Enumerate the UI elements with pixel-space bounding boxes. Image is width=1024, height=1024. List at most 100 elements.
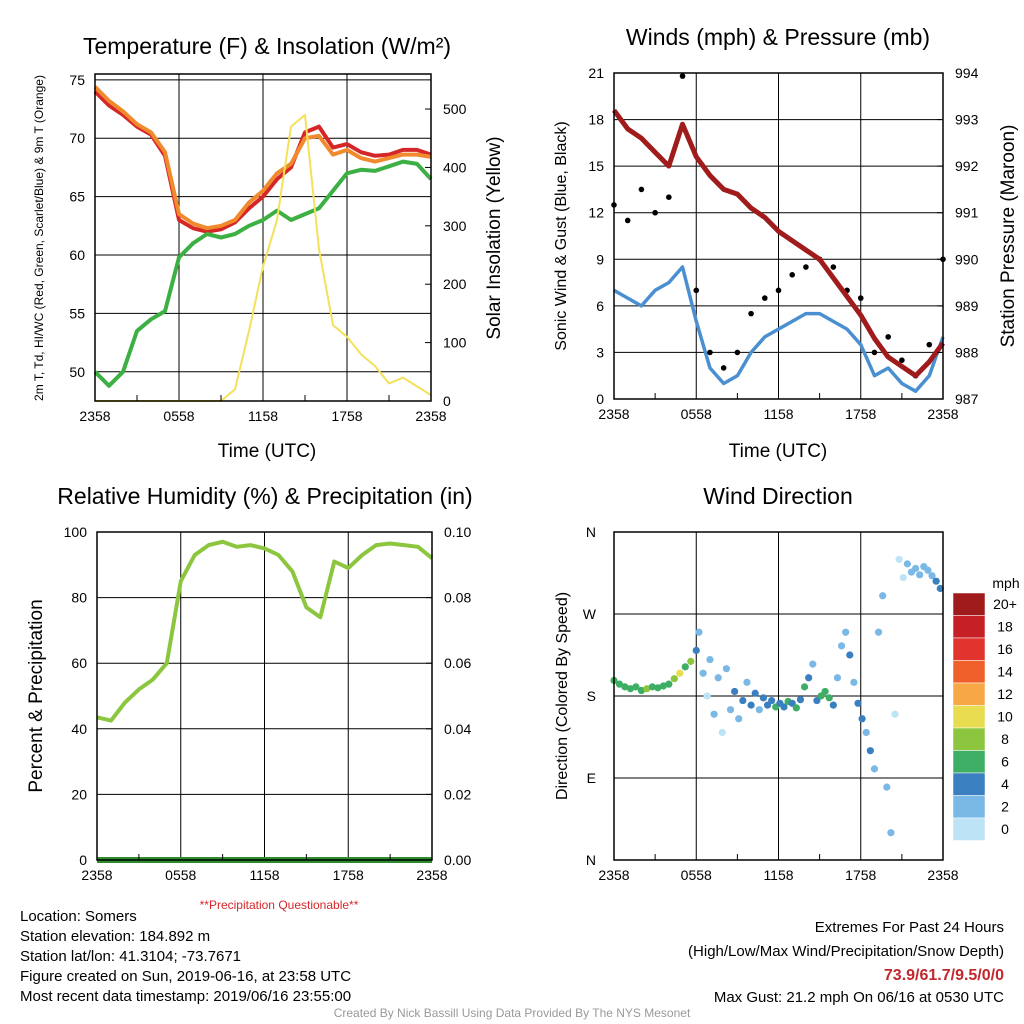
gust-point bbox=[926, 341, 933, 348]
gust-point bbox=[624, 217, 631, 224]
y-tick-label: 6 bbox=[596, 298, 604, 314]
direction-point bbox=[850, 678, 858, 686]
latlon-line: Station lat/lon: 41.3104; -73.7671 bbox=[20, 948, 242, 965]
orange-series-line bbox=[93, 85, 432, 231]
x-tick-label: 2358 bbox=[79, 408, 110, 424]
colorbar-label: 10 bbox=[997, 709, 1013, 725]
temperature-ticks: 2358 0558 1158 1758 2358 50 55 60 65 70 75 0 100 200 3… bbox=[69, 72, 466, 424]
y2-tick-label: 0.04 bbox=[444, 721, 471, 737]
gust-point bbox=[830, 264, 837, 270]
y2-tick-label: 988 bbox=[955, 344, 979, 360]
humidity-ylabel: Percent & Precipitation bbox=[26, 599, 47, 792]
wind-direction-ylabel: Direction (Colored By Speed) bbox=[554, 592, 571, 800]
colorbar-swatch bbox=[952, 637, 986, 661]
gust-point bbox=[666, 194, 672, 200]
max-gust-line: Max Gust: 21.2 mph On 06/16 at 0530 UTC bbox=[713, 989, 1004, 1006]
y-tick-label: 9 bbox=[596, 251, 604, 267]
direction-point bbox=[887, 829, 895, 837]
direction-point bbox=[792, 704, 800, 712]
direction-point bbox=[825, 694, 833, 702]
colorbar-title: mph bbox=[992, 575, 1019, 591]
precipitation-questionable-note: **Precipitation Questionable** bbox=[200, 898, 359, 912]
gust-point bbox=[693, 287, 700, 294]
x-tick-label: 2358 bbox=[415, 408, 446, 424]
direction-point bbox=[681, 663, 689, 671]
y-tick-label: 75 bbox=[69, 72, 85, 88]
x-tick-label: 0558 bbox=[163, 408, 194, 424]
gust-point bbox=[775, 287, 782, 294]
direction-point bbox=[903, 560, 911, 568]
gust-point bbox=[652, 209, 658, 216]
location-line: Location: Somers bbox=[20, 908, 137, 925]
direction-point bbox=[883, 783, 891, 791]
direction-point bbox=[829, 701, 837, 709]
winds-ylabel-right: Station Pressure (Maroon) bbox=[998, 125, 1019, 348]
y2-tick-label: 992 bbox=[955, 158, 979, 174]
x-tick-label: 2358 bbox=[927, 406, 958, 422]
temperature-frame bbox=[94, 73, 432, 402]
gust-point bbox=[679, 73, 686, 79]
x-tick-label: 2358 bbox=[598, 867, 629, 883]
y-tick-label: S bbox=[587, 688, 596, 704]
x-tick-label: 1158 bbox=[763, 867, 793, 883]
direction-point bbox=[699, 669, 707, 677]
humidity-grid bbox=[97, 531, 432, 861]
colorbar-label: 0 bbox=[1001, 821, 1009, 837]
x-tick-label: 2358 bbox=[416, 867, 447, 883]
direction-point bbox=[687, 657, 695, 665]
direction-point bbox=[692, 646, 700, 655]
colorbar-label: 8 bbox=[1001, 731, 1009, 747]
wind-direction-frame bbox=[613, 531, 944, 861]
y2-tick-label: 200 bbox=[443, 276, 467, 292]
created-line: Figure created on Sun, 2019-06-16, at 23… bbox=[20, 968, 352, 985]
direction-point bbox=[670, 675, 678, 683]
green-series-line bbox=[93, 159, 433, 388]
winds-ticks: 2358 0558 1158 1758 235803691215182198798898… bbox=[588, 65, 978, 422]
direction-point bbox=[895, 555, 903, 563]
y-tick-label: 20 bbox=[71, 786, 87, 802]
gust-point bbox=[899, 357, 905, 363]
y-tick-label: N bbox=[586, 852, 596, 868]
direction-point bbox=[637, 686, 646, 695]
y-tick-label: 80 bbox=[71, 590, 87, 606]
direction-point bbox=[714, 674, 722, 682]
direction-point bbox=[821, 687, 829, 696]
y-tick-label: 40 bbox=[71, 721, 87, 737]
direction-point bbox=[747, 701, 755, 709]
colorbar-swatch bbox=[952, 727, 986, 751]
temperature-ylabel-right: Solar Insolation (Yellow) bbox=[484, 136, 505, 339]
colorbar-swatch bbox=[952, 592, 986, 616]
y-tick-label: 0 bbox=[79, 852, 87, 868]
direction-point bbox=[743, 678, 751, 686]
humidity-title: Relative Humidity (%) & Precipitation (i… bbox=[57, 483, 472, 509]
blue-series-line bbox=[613, 265, 945, 393]
direction-point bbox=[654, 684, 662, 692]
direction-point bbox=[722, 665, 731, 673]
y-tick-label: 12 bbox=[588, 205, 604, 221]
x-tick-label: 1758 bbox=[845, 867, 876, 883]
gust-point bbox=[871, 349, 878, 356]
direction-point bbox=[718, 728, 726, 737]
temperature-title: Temperature (F) & Insolation (W/m²) bbox=[83, 33, 451, 59]
direction-point bbox=[837, 642, 846, 650]
gust-point bbox=[885, 334, 891, 340]
x-tick-label: 2358 bbox=[81, 867, 112, 883]
gust-point bbox=[638, 186, 645, 193]
y-tick-label: 21 bbox=[588, 65, 604, 81]
direction-point bbox=[751, 689, 759, 697]
direction-point bbox=[780, 703, 788, 711]
temperature-ylabel: 2m T, Td, HI/WC (Red, Green, Scarlet/Blu… bbox=[32, 75, 46, 401]
direction-point bbox=[842, 628, 850, 636]
gust-point bbox=[789, 272, 796, 278]
y-tick-label: 60 bbox=[69, 247, 85, 263]
direction-point bbox=[858, 715, 866, 723]
humidity-line bbox=[96, 539, 434, 723]
humidity-ticks: 2358 0558 1158 1758 23580204060801000.000.02… bbox=[64, 524, 472, 883]
colorbar-label: 4 bbox=[1001, 776, 1009, 792]
y2-tick-label: 994 bbox=[955, 65, 979, 81]
winds-frame bbox=[613, 72, 944, 400]
colorbar-swatch bbox=[952, 615, 986, 639]
direction-point bbox=[846, 651, 854, 659]
x-tick-label: 1158 bbox=[763, 406, 793, 422]
